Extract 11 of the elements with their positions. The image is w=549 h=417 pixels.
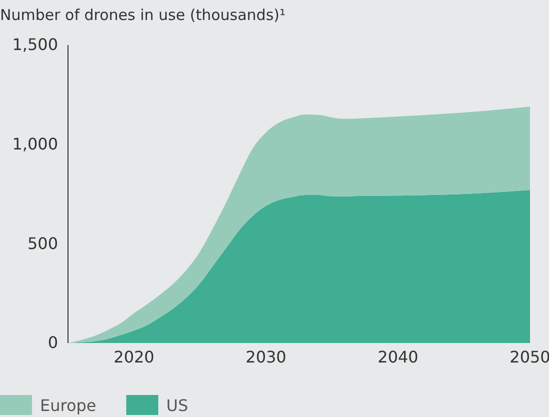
y-tick-label: 0	[48, 333, 58, 352]
legend-label: Europe	[40, 396, 96, 415]
y-tick-label: 1,000	[12, 134, 58, 154]
x-tick-label: 2020	[114, 347, 154, 366]
x-tick-label: 2040	[378, 347, 418, 366]
y-tick-label: 1,500	[12, 35, 58, 54]
chart-title: Number of drones in use (thousands)¹	[0, 6, 286, 24]
x-tick-label: 2050	[510, 347, 549, 366]
x-tick-label: 2030	[246, 347, 286, 366]
y-tick-label: 500	[27, 234, 58, 253]
legend-label: US	[166, 396, 188, 415]
